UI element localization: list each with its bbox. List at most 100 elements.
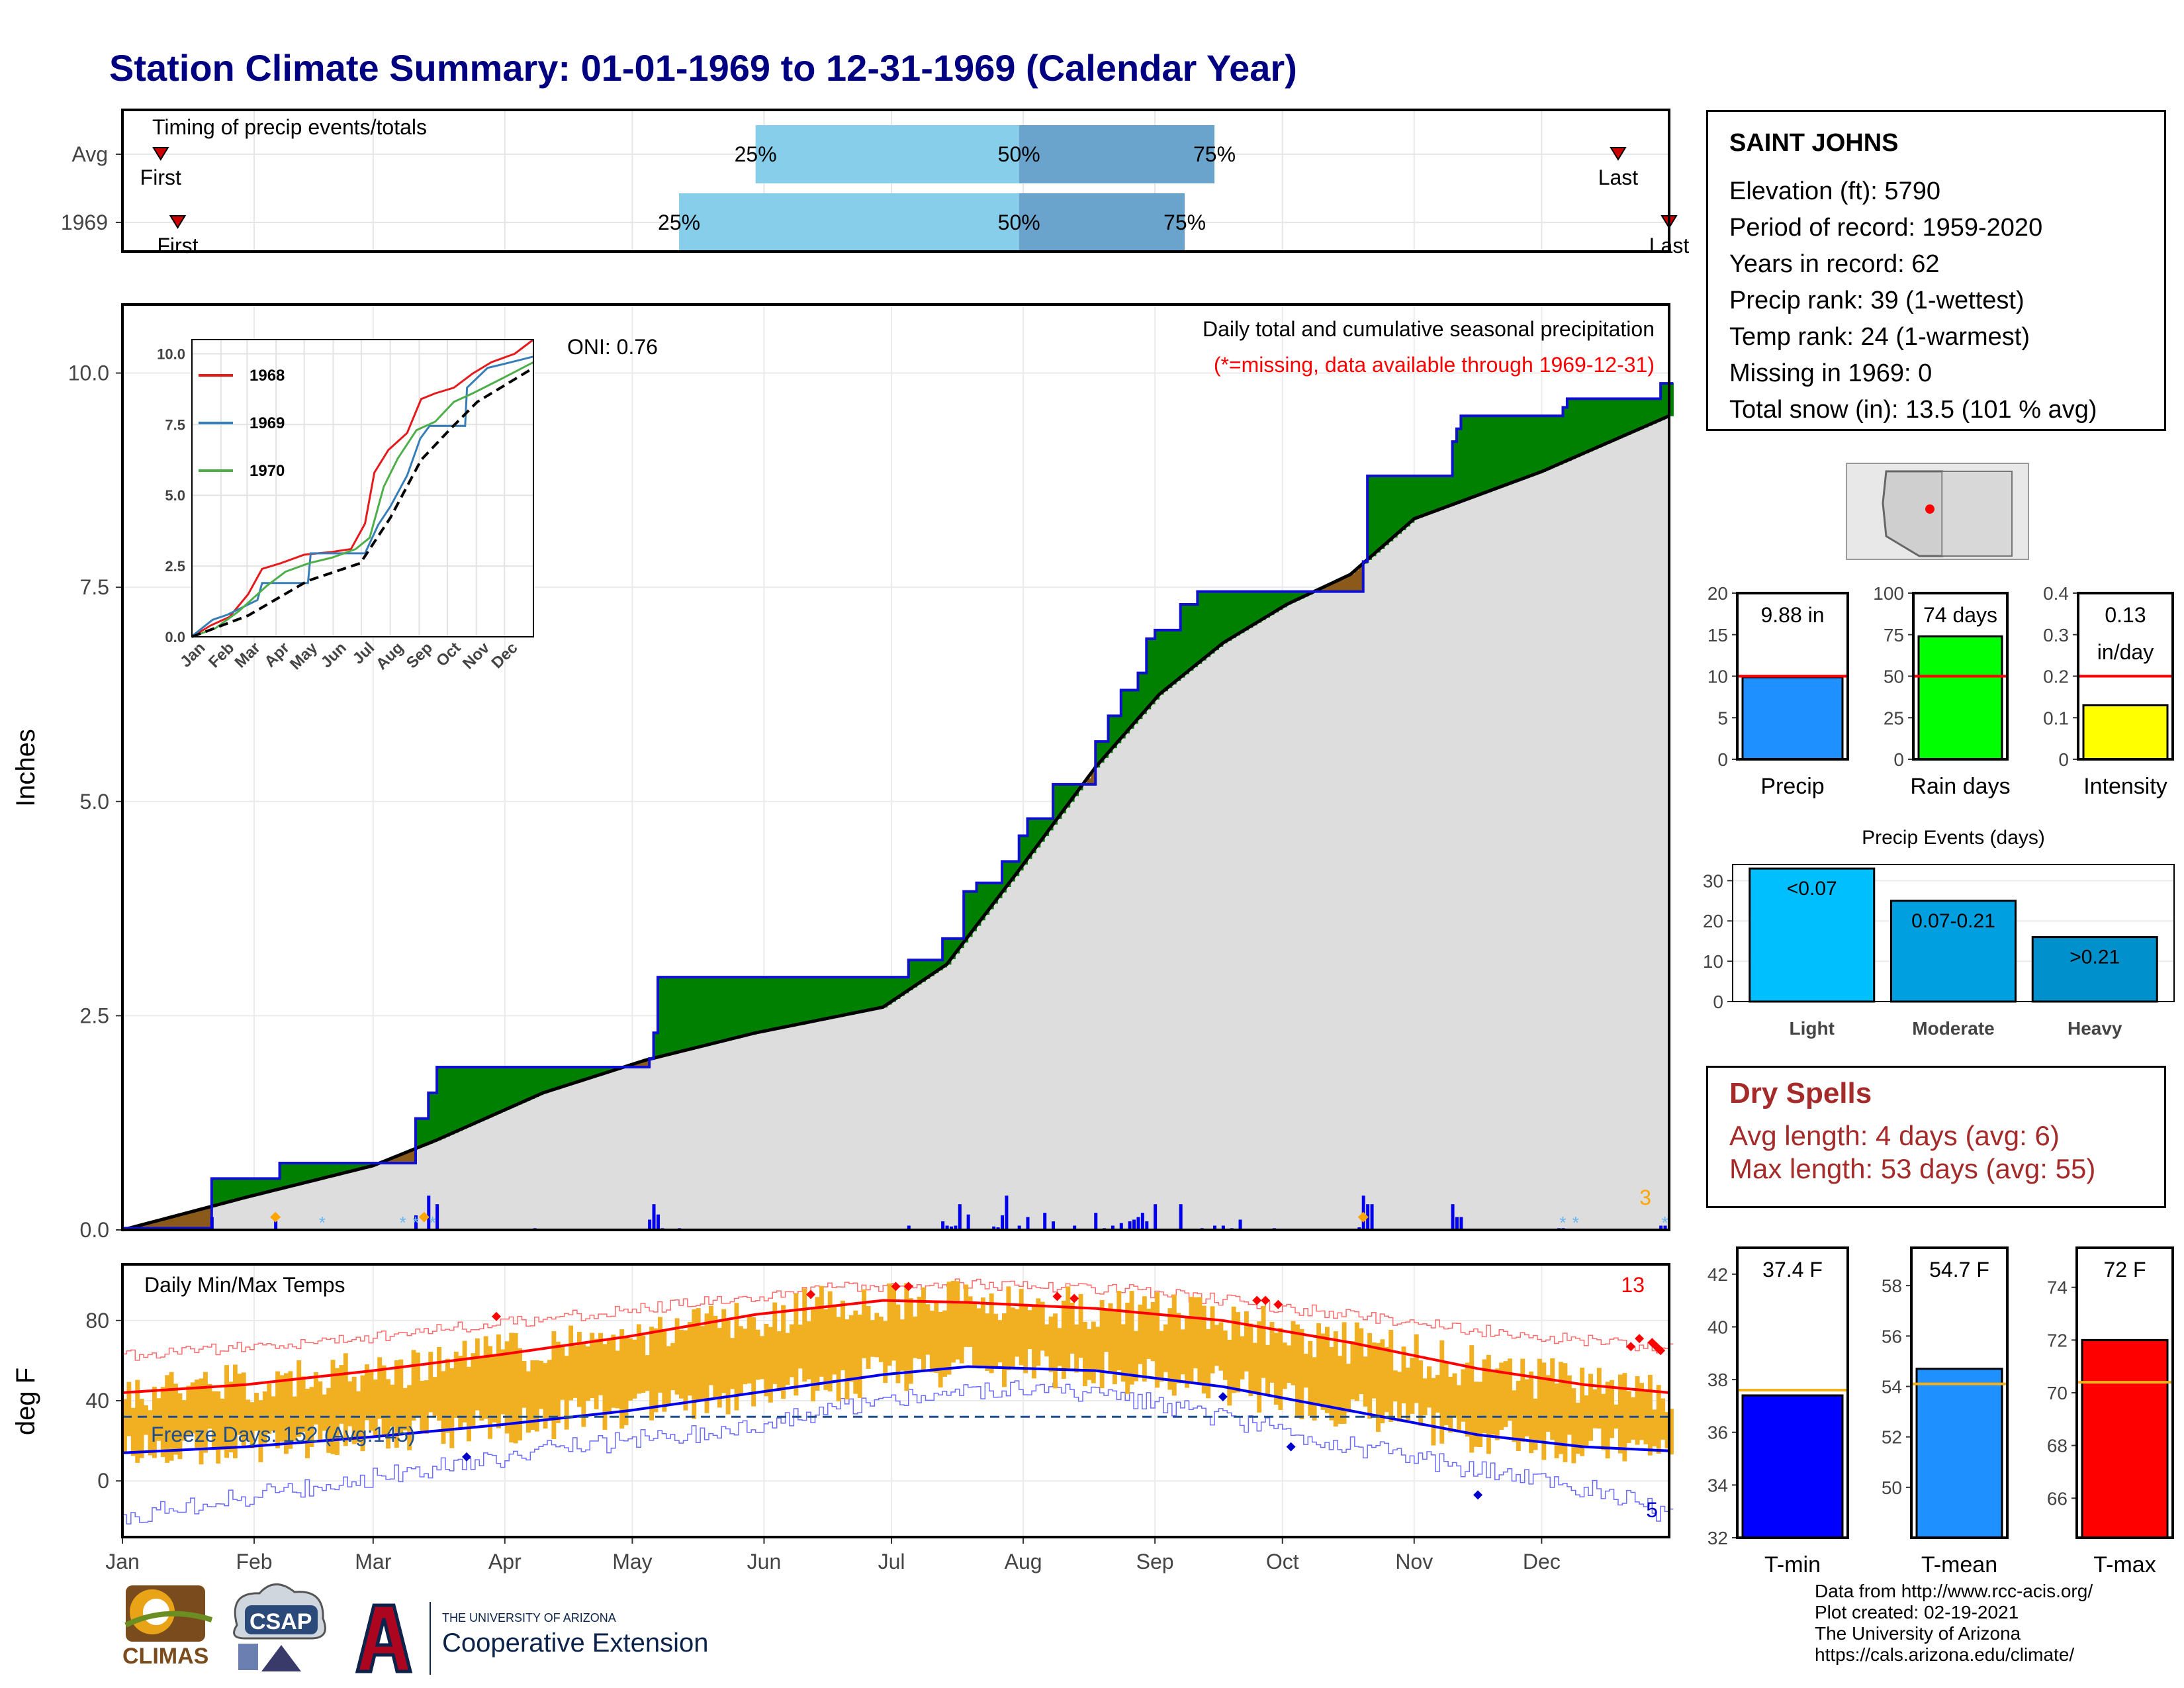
daily-temp-bar xyxy=(1287,1345,1292,1383)
daily-temp-bar xyxy=(929,1311,934,1372)
timing-first-label: First xyxy=(157,234,198,258)
station-years: Years in record: 62 xyxy=(1729,250,1940,278)
daily-temp-bar xyxy=(1048,1316,1054,1372)
daily-temp-bar xyxy=(190,1382,195,1434)
timing-frame xyxy=(121,109,1670,253)
daily-temp-bar xyxy=(1019,1289,1024,1366)
daily-temp-bar xyxy=(428,1352,433,1413)
daily-temp-bar xyxy=(1448,1376,1453,1433)
daily-temp-bar xyxy=(827,1291,833,1391)
daily-temp-bar xyxy=(411,1350,416,1421)
daily-temp-bar xyxy=(1193,1297,1198,1369)
daily-temp-bar xyxy=(806,1321,811,1380)
daily-temp-bar xyxy=(730,1338,735,1389)
daily-temp-bar xyxy=(1338,1356,1343,1425)
daily-temp-bar xyxy=(390,1384,395,1427)
daily-temp-bar xyxy=(148,1410,153,1456)
events-bar xyxy=(1749,867,1876,1003)
month-axis-label: Oct xyxy=(1266,1550,1299,1573)
daily-temp-bar xyxy=(904,1283,909,1391)
precip-total-ytick-label: 0 xyxy=(1717,749,1728,770)
daily-temp-bar xyxy=(1431,1378,1436,1446)
daily-precip-bar xyxy=(1179,1204,1183,1230)
intensity-ytick-label: 0.2 xyxy=(2043,667,2069,687)
daily-temp-bar xyxy=(1291,1321,1296,1385)
events-frame xyxy=(1732,864,2175,1002)
daily-temp-bar xyxy=(1550,1358,1555,1440)
daily-temp-bar xyxy=(1494,1368,1500,1440)
daily-temp-bar xyxy=(692,1309,697,1419)
rain-days-ytick-label: 75 xyxy=(1884,625,1904,645)
t-mean-ytick-label: 54 xyxy=(1882,1376,1902,1397)
daily-temp-bar xyxy=(279,1375,285,1442)
daily-temp-bar xyxy=(386,1379,390,1449)
daily-temp-bar xyxy=(1069,1302,1075,1354)
daily-temp-bar xyxy=(216,1391,221,1464)
daily-temp-bar xyxy=(721,1309,727,1393)
inset-plot-bg xyxy=(192,340,533,637)
daily-temp-bar xyxy=(1303,1354,1308,1388)
daily-temp-bar xyxy=(402,1387,408,1430)
t-max-title: T-max xyxy=(2093,1552,2156,1577)
daily-temp-bar xyxy=(760,1336,764,1380)
daily-temp-bar xyxy=(1222,1330,1228,1380)
daily-temp-bar xyxy=(1027,1310,1032,1349)
daily-temp-bar xyxy=(1508,1358,1512,1421)
record-high-marker xyxy=(1252,1295,1262,1305)
daily-temp-bar xyxy=(1469,1345,1475,1453)
inset-series-line-1969 xyxy=(191,355,534,637)
dry-spells-title: Dry Spells xyxy=(1729,1077,1872,1109)
daily-temp-bar xyxy=(921,1287,926,1372)
daily-temp-bar xyxy=(1610,1380,1615,1438)
daily-temp-bar xyxy=(296,1360,302,1437)
daily-temp-bar xyxy=(288,1371,293,1449)
daily-temp-bar xyxy=(1244,1311,1249,1372)
daily-temp-bar xyxy=(1120,1324,1126,1382)
daily-temp-bar xyxy=(373,1380,378,1436)
daily-temp-bar xyxy=(305,1388,310,1459)
daily-temp-bar xyxy=(381,1365,387,1437)
precip-ytick-label: 5.0 xyxy=(80,790,109,814)
daily-precip-bar xyxy=(954,1225,958,1230)
daily-temp-bar xyxy=(203,1372,208,1453)
daily-temp-bar xyxy=(1414,1334,1419,1403)
precip-event-marker xyxy=(270,1211,281,1223)
timing-first-marker xyxy=(169,215,187,229)
daily-precip-bar xyxy=(1026,1217,1030,1230)
daily-temp-bar xyxy=(135,1380,140,1463)
daily-precip-bar xyxy=(274,1221,278,1230)
daily-temp-bar xyxy=(420,1380,425,1431)
temp-ytick-label: 80 xyxy=(85,1309,109,1333)
daily-temp-bar xyxy=(1227,1339,1232,1406)
daily-temp-bar xyxy=(895,1304,901,1383)
daily-precip-bar xyxy=(1238,1219,1242,1230)
intensity-title: Intensity xyxy=(2083,774,2167,799)
daily-temp-bar xyxy=(657,1317,662,1393)
daily-temp-bar xyxy=(1584,1395,1589,1446)
daily-temp-bar xyxy=(445,1358,450,1433)
daily-temp-bar xyxy=(836,1317,841,1401)
daily-temp-bar xyxy=(887,1283,892,1366)
temp-title: Daily Min/Max Temps xyxy=(144,1273,345,1297)
record-min-line xyxy=(122,1380,1674,1524)
daily-temp-bar xyxy=(488,1346,493,1439)
daily-temp-bar xyxy=(913,1316,918,1358)
daily-temp-bar xyxy=(1057,1328,1062,1366)
daily-temp-bar xyxy=(564,1356,569,1430)
record-high-marker xyxy=(491,1311,501,1321)
inset-legend-label: 1968 xyxy=(250,367,285,385)
daily-temp-bar xyxy=(1095,1327,1101,1370)
daily-temp-bar xyxy=(1664,1412,1670,1449)
timing-label-75: 75% xyxy=(1193,142,1236,166)
daily-temp-bar xyxy=(1533,1398,1538,1450)
t-mean-ytick-label: 58 xyxy=(1882,1276,1902,1296)
daily-temp-bar xyxy=(313,1372,318,1425)
precip-total-ytick-label: 10 xyxy=(1707,667,1728,687)
record-high-marker xyxy=(891,1282,901,1291)
daily-temp-bar xyxy=(985,1313,990,1371)
daily-temp-bar xyxy=(1299,1329,1304,1420)
daily-temp-bar xyxy=(1635,1376,1640,1445)
month-axis-label: Feb xyxy=(236,1550,272,1573)
precip-y-axis-label: Inches xyxy=(11,729,40,807)
daily-precip-bar xyxy=(1132,1219,1136,1230)
